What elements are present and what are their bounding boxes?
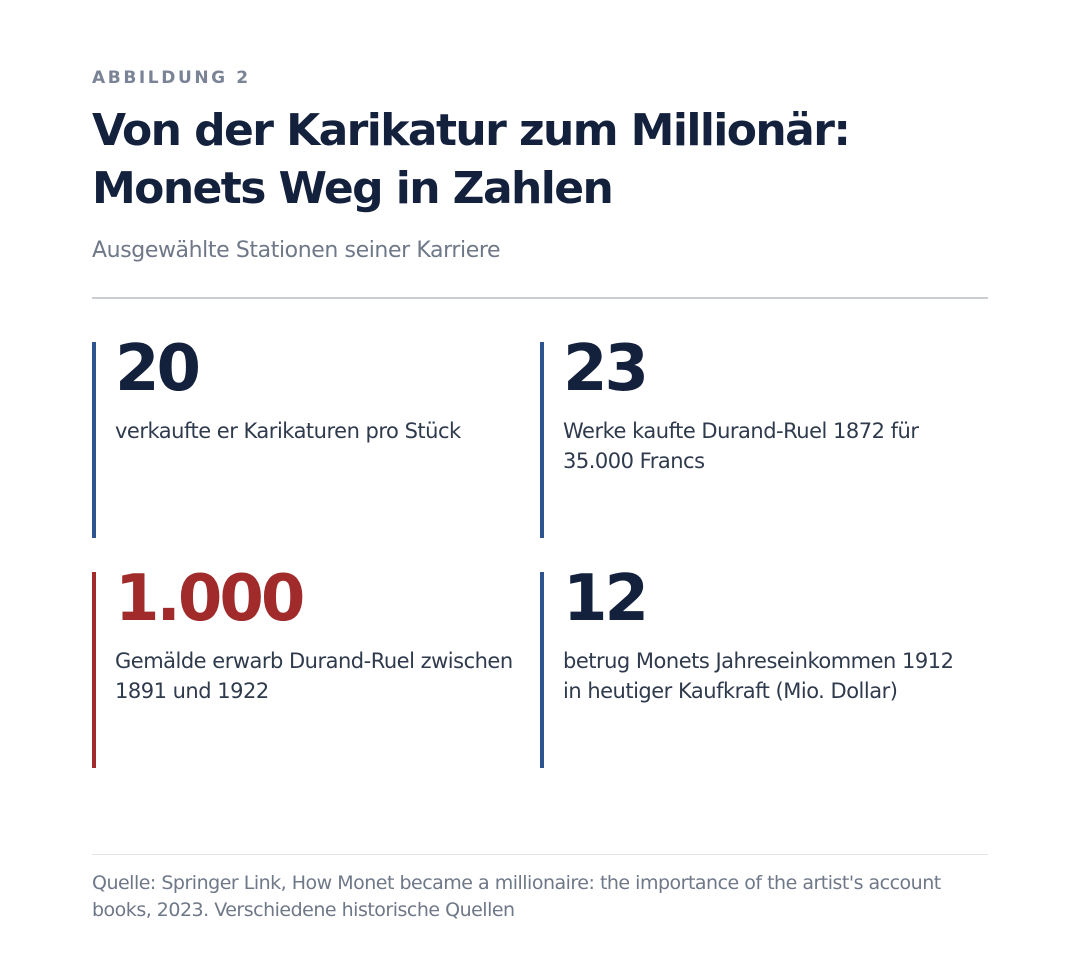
figure-title-line-1: Von der Karikatur zum Millionär:: [92, 105, 851, 156]
stat-label: verkaufte er Karikaturen pro Stück: [115, 419, 461, 443]
stat-label: Werke kaufte Durand-Ruel 1872 für 35.000…: [563, 419, 919, 473]
stat-label: Gemälde erwarb Durand-Ruel zwischen 1891…: [115, 649, 513, 703]
stat-label: betrug Monets Jahreseinkommen 1912 in he…: [563, 649, 954, 703]
stat-card-paintings-acquired: 1.000 Gemälde erwarb Durand-Ruel zwische…: [92, 566, 513, 768]
stat-value: 20: [115, 332, 201, 406]
stat-card-annual-income: 12 betrug Monets Jahreseinkommen 1912 in…: [540, 566, 960, 768]
figure-title: Von der Karikatur zum Millionär: Monets …: [92, 102, 992, 218]
stat-card-caricatures: 20 verkaufte er Karikaturen pro Stück: [92, 336, 512, 538]
figure-subtitle: Ausgewählte Stationen seiner Karriere: [92, 238, 501, 263]
source-note: Quelle: Springer Link, How Monet became …: [92, 872, 941, 921]
stat-card-works-1872: 23 Werke kaufte Durand-Ruel 1872 für 35.…: [540, 336, 960, 538]
stat-value: 1.000: [115, 562, 305, 636]
stat-value: 12: [563, 562, 649, 636]
figure-eyebrow: ABBILDUNG 2: [92, 68, 251, 88]
header-divider: [92, 297, 988, 299]
stat-value: 23: [563, 332, 649, 406]
figure-title-line-2: Monets Weg in Zahlen: [92, 163, 614, 214]
footer-divider: [92, 854, 988, 855]
